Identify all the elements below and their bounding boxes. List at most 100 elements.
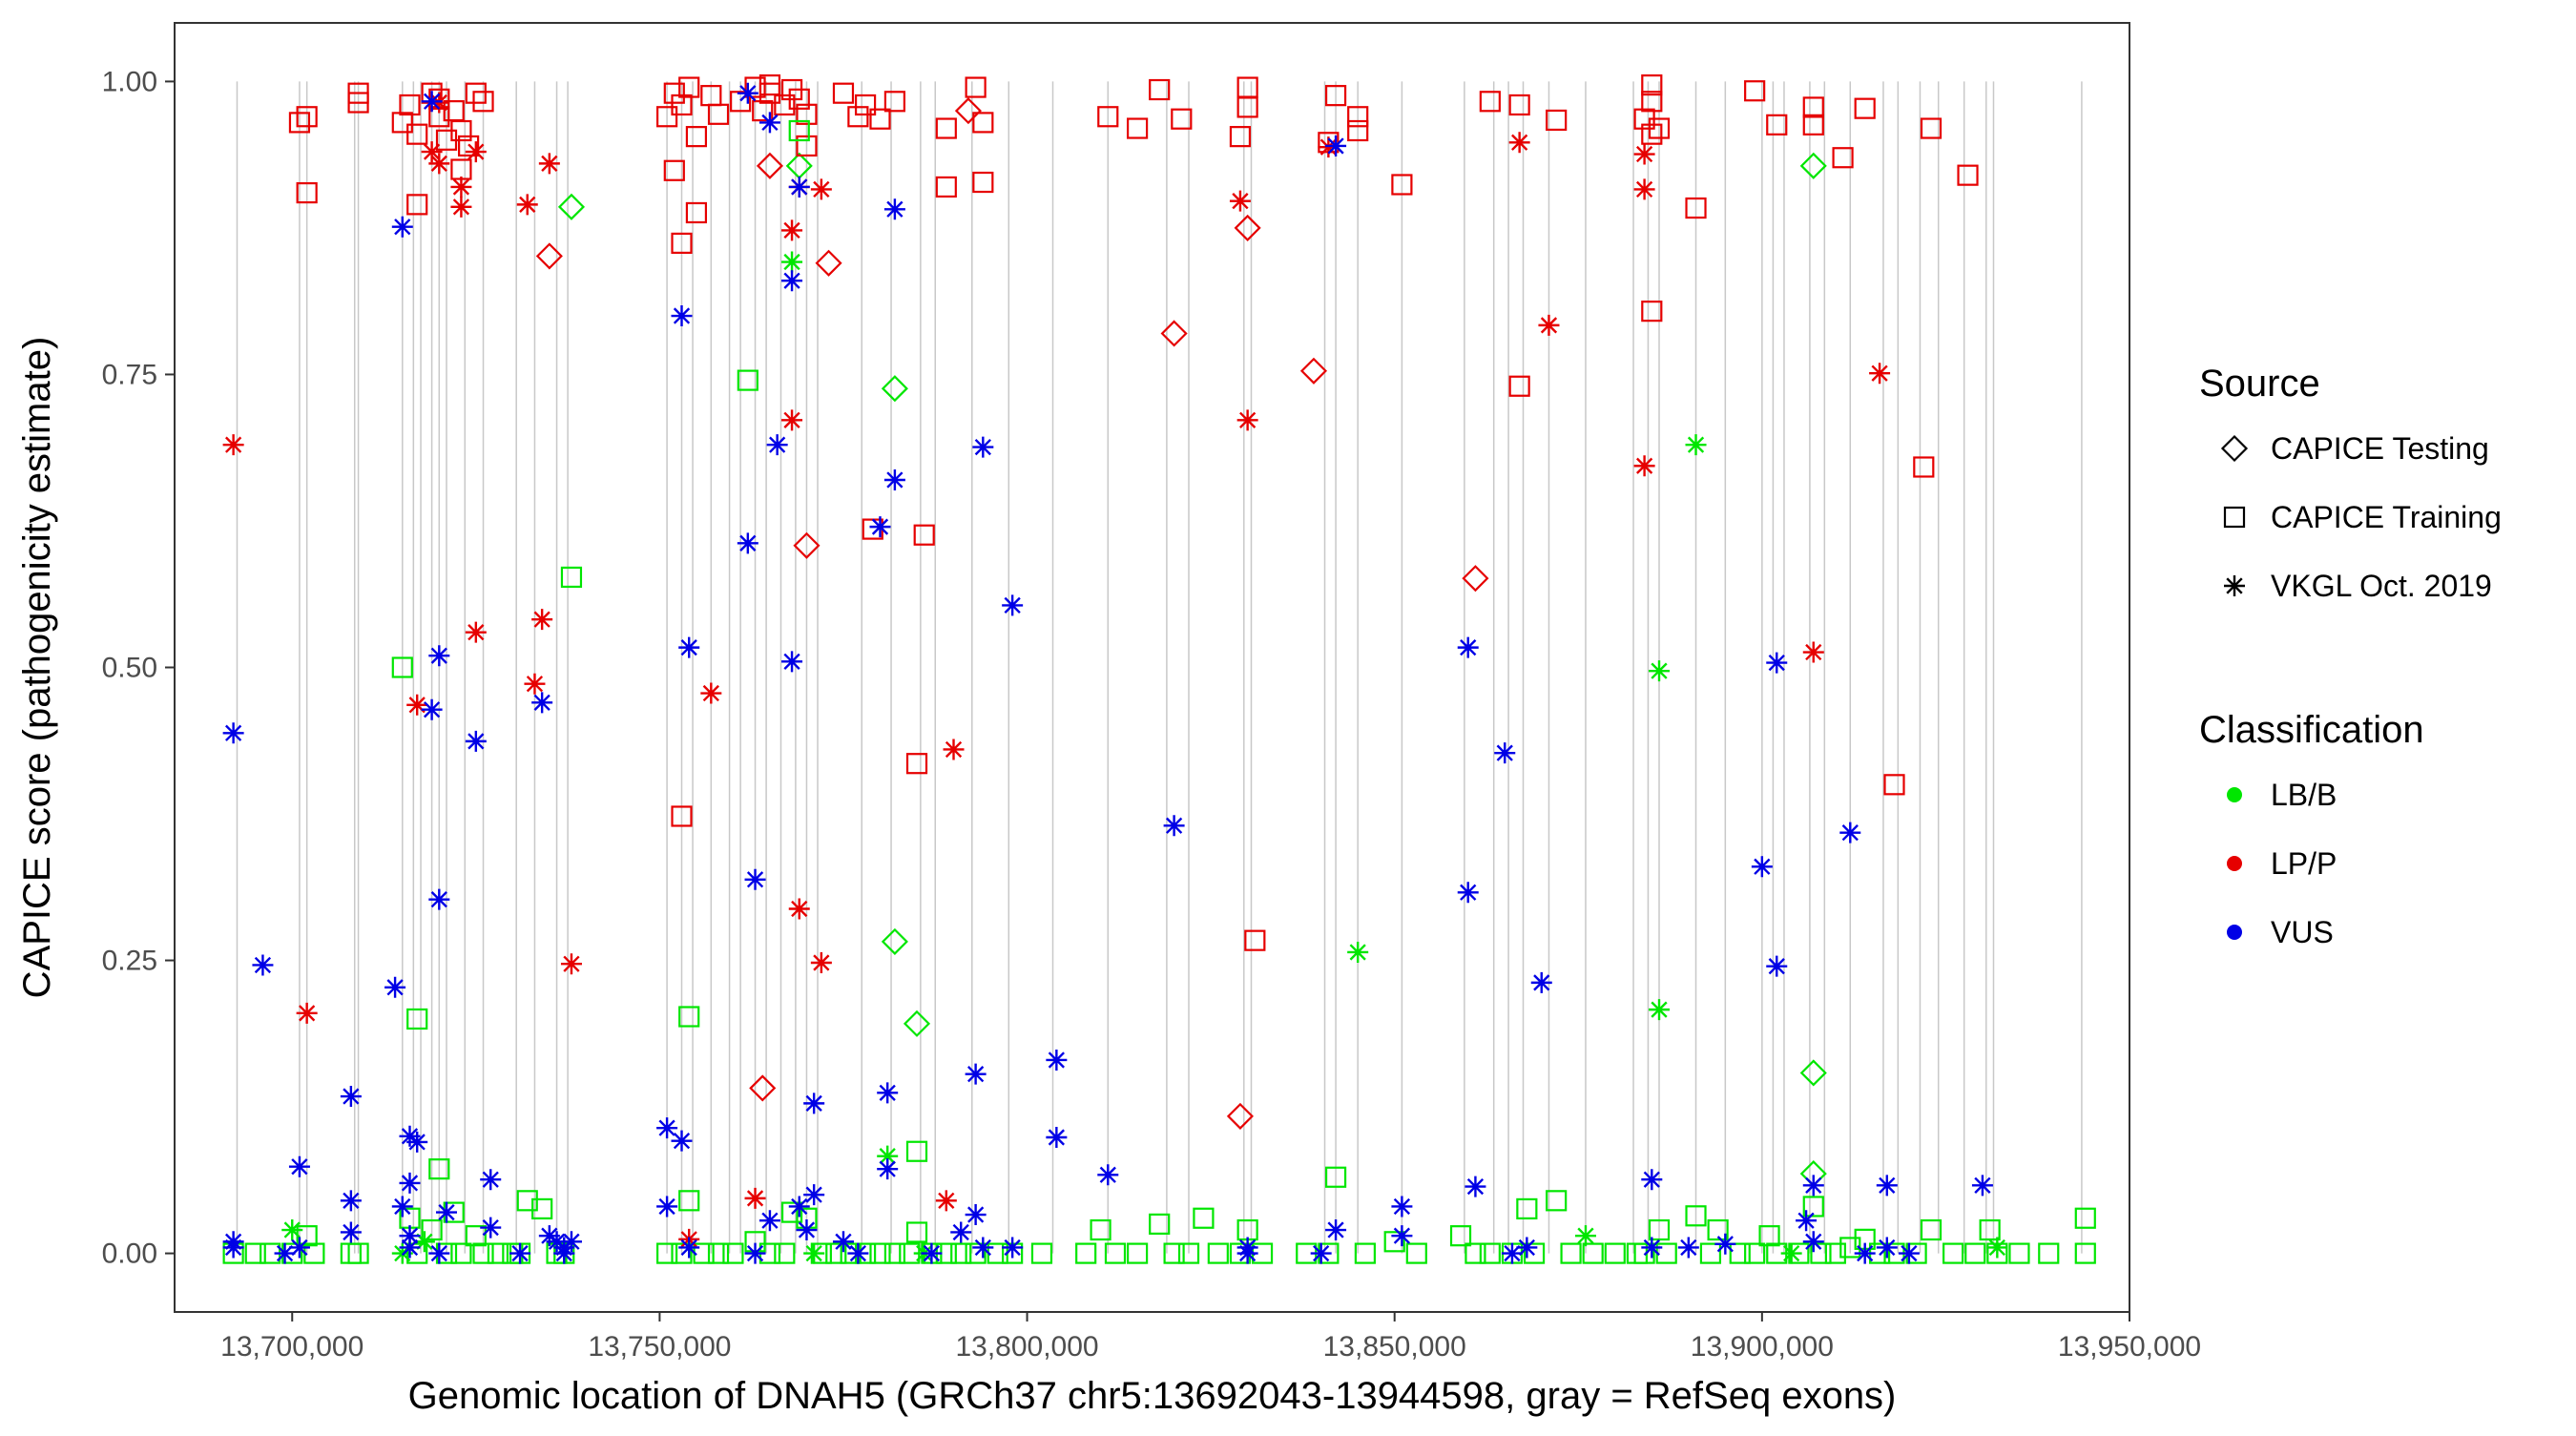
data-point bbox=[1641, 123, 1663, 145]
data-point bbox=[1391, 1225, 1413, 1247]
data-point bbox=[2038, 1242, 2060, 1264]
data-point bbox=[758, 1210, 780, 1232]
data-point bbox=[854, 94, 877, 116]
data-point bbox=[1030, 1242, 1053, 1264]
data-point bbox=[832, 1231, 854, 1253]
data-point bbox=[1347, 941, 1369, 963]
x-axis-title: Genomic location of DNAH5 (GRCh37 chr5:1… bbox=[408, 1375, 1897, 1417]
data-point bbox=[935, 176, 957, 198]
data-point bbox=[391, 656, 413, 678]
data-point bbox=[796, 1219, 818, 1241]
data-point bbox=[428, 153, 450, 175]
y-tick-label: 0.25 bbox=[102, 946, 157, 977]
data-point bbox=[950, 1221, 972, 1243]
legend-color-dot bbox=[2227, 787, 2242, 802]
data-point bbox=[803, 1093, 825, 1114]
data-point bbox=[1229, 190, 1251, 212]
data-point bbox=[1876, 1237, 1898, 1259]
data-point bbox=[413, 1231, 435, 1253]
data-point bbox=[1649, 660, 1671, 682]
data-point bbox=[707, 1242, 730, 1264]
data-point bbox=[954, 97, 982, 125]
data-point bbox=[788, 176, 810, 198]
data-point bbox=[421, 1218, 443, 1241]
data-point bbox=[905, 1140, 928, 1162]
data-point bbox=[913, 524, 935, 546]
data-point bbox=[793, 531, 821, 559]
data-point bbox=[1942, 1242, 1964, 1264]
data-point bbox=[1177, 1242, 1200, 1264]
data-point bbox=[1971, 1175, 1993, 1197]
data-points bbox=[222, 73, 2096, 1264]
data-point bbox=[1766, 652, 1788, 674]
data-point bbox=[1744, 1242, 1766, 1264]
data-point bbox=[1920, 117, 1942, 139]
data-point bbox=[881, 375, 908, 403]
data-point bbox=[796, 135, 818, 157]
data-point bbox=[825, 1242, 847, 1264]
data-point bbox=[399, 1172, 421, 1194]
data-point bbox=[296, 106, 318, 128]
data-point bbox=[700, 682, 722, 704]
data-point bbox=[1494, 742, 1516, 764]
data-point bbox=[671, 232, 693, 254]
data-point bbox=[1090, 1218, 1111, 1241]
data-point bbox=[1538, 314, 1560, 336]
data-point bbox=[1799, 1059, 1827, 1087]
data-point bbox=[1986, 1237, 2008, 1259]
data-point bbox=[531, 692, 553, 714]
data-point bbox=[1633, 455, 1655, 477]
data-point bbox=[656, 1117, 678, 1139]
data-point bbox=[399, 1237, 421, 1259]
data-point bbox=[671, 94, 693, 116]
data-point bbox=[1744, 80, 1766, 102]
data-point bbox=[1457, 636, 1479, 658]
data-point bbox=[1979, 1218, 2001, 1241]
data-point bbox=[781, 219, 803, 241]
data-point bbox=[428, 645, 450, 667]
data-point bbox=[1751, 856, 1773, 878]
data-point bbox=[758, 73, 781, 96]
data-point bbox=[905, 753, 928, 775]
data-point bbox=[1226, 1102, 1254, 1130]
data-point bbox=[965, 1063, 987, 1085]
data-point bbox=[340, 1221, 362, 1243]
data-point bbox=[406, 194, 428, 216]
legend-diamond-key bbox=[2220, 434, 2249, 463]
data-point bbox=[774, 1242, 796, 1264]
data-point bbox=[1714, 1233, 1736, 1255]
data-point bbox=[1574, 1225, 1596, 1247]
data-point bbox=[1530, 971, 1552, 993]
data-point bbox=[1324, 85, 1347, 107]
data-point bbox=[480, 1217, 502, 1238]
data-point bbox=[465, 730, 487, 752]
data-point bbox=[1707, 1218, 1729, 1241]
data-point bbox=[1465, 1176, 1486, 1197]
data-point bbox=[524, 673, 546, 695]
data-point bbox=[406, 1131, 428, 1153]
data-point bbox=[487, 1242, 509, 1264]
data-point bbox=[678, 1190, 700, 1212]
data-point bbox=[803, 1242, 825, 1264]
data-point bbox=[1957, 164, 1979, 186]
data-point bbox=[288, 1237, 310, 1259]
data-point bbox=[560, 1231, 582, 1253]
data-point bbox=[1641, 73, 1663, 96]
data-point bbox=[222, 722, 244, 744]
x-tick-label: 13,750,000 bbox=[588, 1331, 731, 1363]
data-point bbox=[752, 100, 774, 122]
data-point bbox=[406, 123, 428, 145]
legend-classification-title: Classification bbox=[2199, 709, 2424, 751]
data-point bbox=[421, 141, 443, 163]
data-point bbox=[781, 270, 803, 292]
data-point bbox=[472, 1242, 494, 1264]
data-point bbox=[1457, 882, 1479, 904]
data-point bbox=[744, 1242, 766, 1264]
legend-source-title: Source bbox=[2199, 363, 2320, 405]
data-point bbox=[1479, 1242, 1501, 1264]
data-point bbox=[1854, 97, 1876, 119]
data-point bbox=[480, 1169, 502, 1191]
data-point bbox=[788, 1196, 810, 1217]
